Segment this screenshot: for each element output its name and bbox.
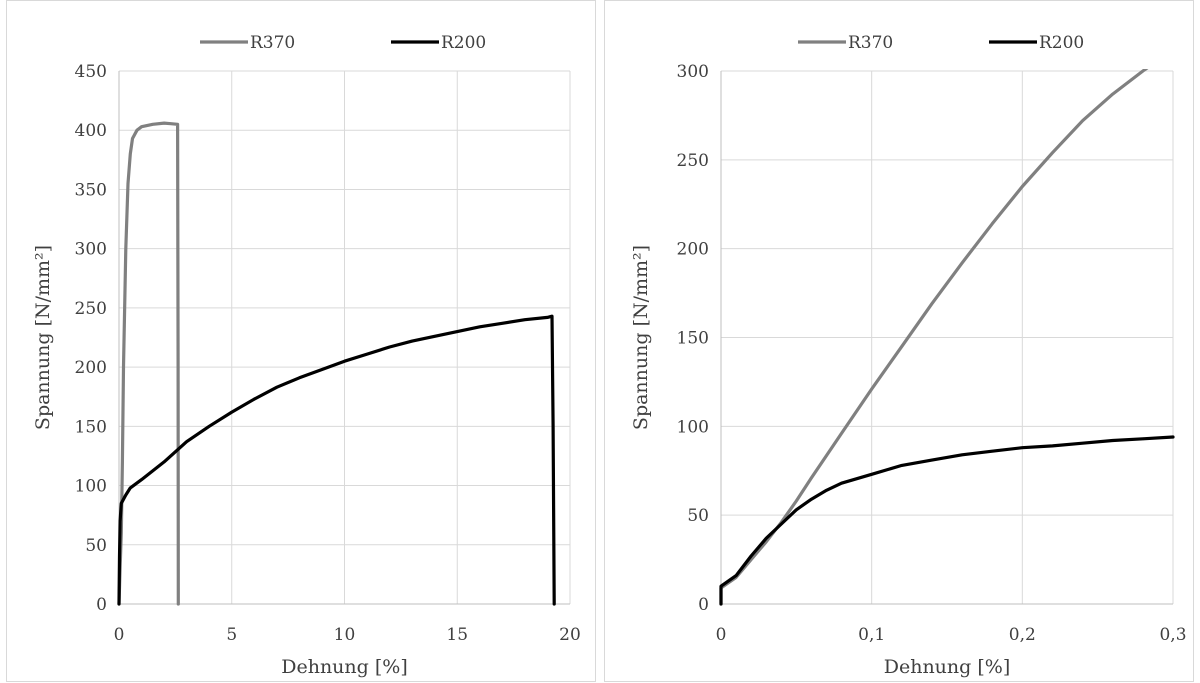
- x-tick-label: 0,3: [1159, 625, 1186, 645]
- chart-right: 0 50 100 150 200 250 300 0 0,1 0,2 0,3 R370 R200 Dehn…: [630, 33, 1187, 678]
- series-line-r200: [117, 314, 556, 606]
- x-tick-label: 0,2: [1009, 625, 1036, 645]
- legend-label-r370: R370: [848, 33, 893, 53]
- y-tick-label: 200: [75, 358, 107, 378]
- legend-label-r200: R200: [441, 33, 486, 53]
- x-tick-label: 20: [559, 625, 581, 645]
- series-line-r200: [719, 435, 1175, 606]
- y-tick-label: 100: [677, 417, 709, 437]
- x-tick-label: 0,1: [858, 625, 885, 645]
- legend-label-r200: R200: [1039, 33, 1084, 53]
- y-tick-label: 450: [75, 62, 107, 82]
- y-tick-label: 0: [96, 595, 107, 615]
- y-tick-label: 100: [75, 477, 107, 497]
- y-axis-title: Spannung [N/mm²]: [32, 245, 54, 430]
- legend-label-r370: R370: [250, 33, 295, 53]
- y-tick-label: 150: [677, 329, 709, 349]
- y-tick-label: 50: [85, 536, 107, 556]
- y-tick-label: 50: [687, 506, 709, 526]
- x-tick-label: 0: [716, 625, 727, 645]
- x-tick-label: 15: [446, 625, 468, 645]
- x-tick-label: 5: [226, 625, 237, 645]
- x-tick-label: 10: [334, 625, 356, 645]
- y-tick-label: 200: [677, 240, 709, 260]
- y-tick-label: 250: [677, 151, 709, 171]
- x-tick-label: 0: [114, 625, 125, 645]
- y-tick-label: 250: [75, 299, 107, 319]
- series-line-r370: [719, 69, 1149, 606]
- y-tick-label: 0: [698, 595, 709, 615]
- x-axis-title: Dehnung [%]: [884, 656, 1011, 678]
- chart-panel-left: 0 50 100 150 200 250 300 350 400 450 0 5 10 15 20 R370 R…: [6, 0, 596, 682]
- x-axis-title: Dehnung [%]: [281, 656, 408, 678]
- y-tick-label: 350: [75, 180, 107, 200]
- y-tick-label: 400: [75, 121, 107, 141]
- chart-panel-right: 0 50 100 150 200 250 300 0 0,1 0,2 0,3 R370 R200 Dehn…: [604, 0, 1194, 682]
- series-line-r370: [117, 121, 180, 606]
- y-axis-title: Spannung [N/mm²]: [630, 245, 652, 430]
- chart-left: 0 50 100 150 200 250 300 350 400 450 0 5 10 15 20 R370 R…: [32, 33, 581, 678]
- y-tick-label: 150: [75, 417, 107, 437]
- y-tick-label: 300: [677, 62, 709, 82]
- y-tick-label: 300: [75, 240, 107, 260]
